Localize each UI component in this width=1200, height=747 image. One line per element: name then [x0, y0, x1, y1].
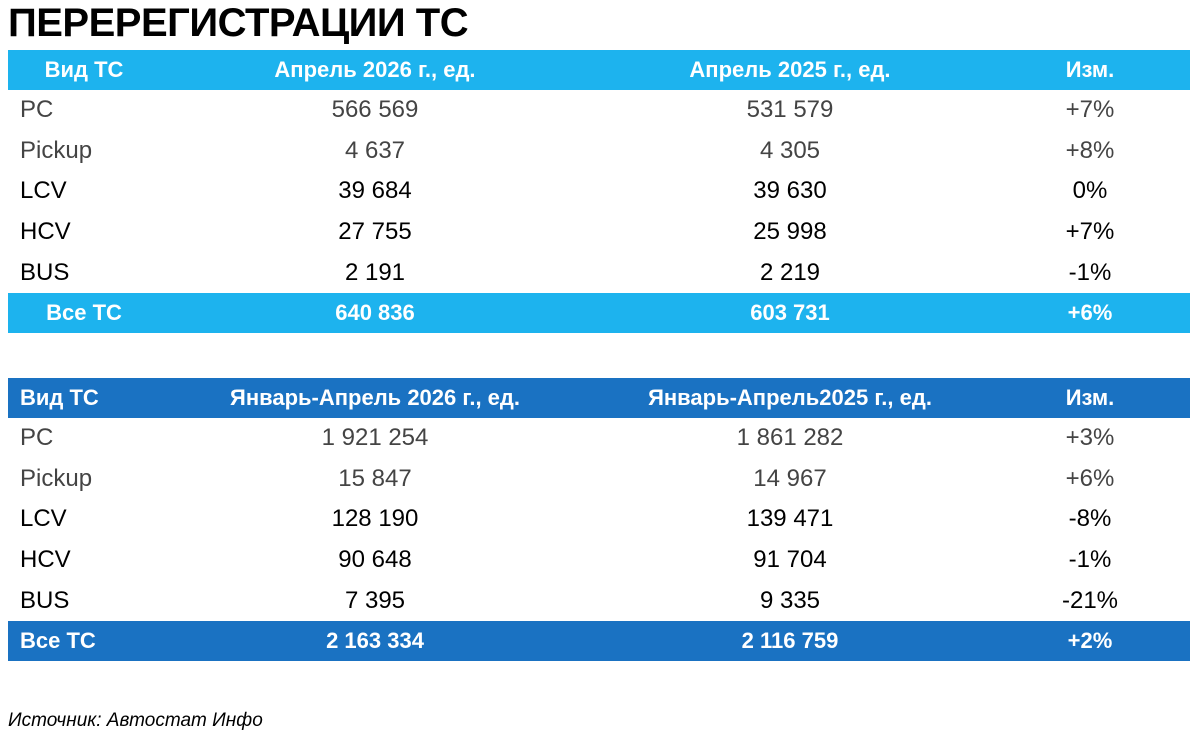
cell: +8%	[1065, 136, 1115, 164]
cell: 603 731	[750, 299, 830, 325]
title: ПЕРЕРЕГИСТРАЦИИ ТС	[8, 1, 469, 45]
cell: +7%	[1065, 218, 1115, 246]
cell: -8%	[1068, 505, 1112, 533]
cell: 4 637	[344, 136, 406, 164]
cell: 39 684	[338, 177, 412, 205]
cell: +6%	[1065, 464, 1115, 492]
cell: LCV	[20, 505, 67, 533]
cell: 2 163 334	[326, 627, 424, 653]
cell: 15 847	[338, 464, 412, 492]
cell: Январь-Апрель 2026 г., ед.	[230, 385, 520, 410]
cell: HCV	[20, 546, 71, 574]
cell: Изм.	[1065, 57, 1115, 82]
data-row: PC 1 921 254 1 861 282 +3%	[8, 418, 1190, 459]
data-row: BUS 7 395 9 335 -21%	[8, 580, 1190, 621]
cell: Апрель 2025 г., ед.	[689, 57, 891, 82]
cell: -1%	[1068, 258, 1112, 286]
cell: Все ТС	[20, 627, 96, 653]
cell: Январь-Апрель2025 г., ед.	[648, 385, 932, 410]
cell: 531 579	[746, 96, 834, 124]
cell: 1 861 282	[736, 424, 844, 452]
table: Вид ТС Апрель 2026 г., ед. Апрель 2025 г.,…	[8, 50, 1190, 333]
cell: -21%	[1061, 586, 1119, 614]
cell: 39 630	[753, 177, 827, 205]
header-row: Вид ТС Январь-Апрель 2026 г., ед. Январь-А…	[8, 378, 1190, 418]
cell: +6%	[1067, 299, 1113, 325]
cell: BUS	[20, 258, 70, 286]
cell: +7%	[1065, 96, 1115, 124]
cell: PC	[20, 424, 54, 452]
cell: PC	[20, 96, 54, 124]
data-row: LCV 128 190 139 471 -8%	[8, 499, 1190, 540]
cell: 27 755	[338, 218, 412, 246]
cell: Вид ТС	[20, 385, 99, 410]
cell: 14 967	[753, 464, 827, 492]
cell: 1 921 254	[321, 424, 429, 452]
cell: +2%	[1067, 627, 1113, 653]
cell: 128 190	[331, 505, 419, 533]
source: Источник: Автостат Инфо	[8, 710, 263, 731]
cell: Изм.	[1065, 385, 1115, 410]
cell: 640 836	[335, 299, 415, 325]
cell: 91 704	[753, 546, 827, 574]
cell: 90 648	[338, 546, 412, 574]
cell: 2 219	[759, 258, 821, 286]
cell: 566 569	[331, 96, 419, 124]
data-row: HCV 27 755 25 998 +7%	[8, 212, 1190, 253]
table: Вид ТС Январь-Апрель 2026 г., ед. Январь-А…	[8, 378, 1190, 661]
data-row: Pickup 15 847 14 967 +6%	[8, 459, 1190, 500]
cell: Pickup	[20, 136, 93, 164]
cell: Апрель 2026 г., ед.	[274, 57, 476, 82]
cell: 7 395	[344, 586, 406, 614]
cell: Все ТС	[46, 299, 122, 325]
cell: 2 191	[344, 258, 406, 286]
total-row: Все ТС 640 836 603 731 +6%	[8, 292, 1190, 333]
cell: 139 471	[746, 505, 834, 533]
cell: -1%	[1068, 546, 1112, 574]
cell: LCV	[20, 177, 67, 205]
cell: 9 335	[759, 586, 821, 614]
header-row: Вид ТС Апрель 2026 г., ед. Апрель 2025 г.,…	[8, 50, 1190, 90]
cell: 0%	[1072, 177, 1108, 205]
total-row: Все ТС 2 163 334 2 116 759 +2%	[8, 620, 1190, 661]
cell: 2 116 759	[741, 627, 839, 653]
cell: 4 305	[759, 136, 821, 164]
cell: Pickup	[20, 464, 93, 492]
data-row: BUS 2 191 2 219 -1%	[8, 252, 1190, 293]
data-row: LCV 39 684 39 630 0%	[8, 171, 1190, 212]
cell: BUS	[20, 586, 70, 614]
data-row: HCV 90 648 91 704 -1%	[8, 540, 1190, 581]
data-row: PC 566 569 531 579 +7%	[8, 90, 1190, 131]
cell: +3%	[1065, 424, 1115, 452]
cell: Вид ТС	[44, 57, 124, 82]
cell: 25 998	[753, 218, 827, 246]
cell: HCV	[20, 218, 71, 246]
data-row: Pickup 4 637 4 305 +8%	[8, 131, 1190, 172]
